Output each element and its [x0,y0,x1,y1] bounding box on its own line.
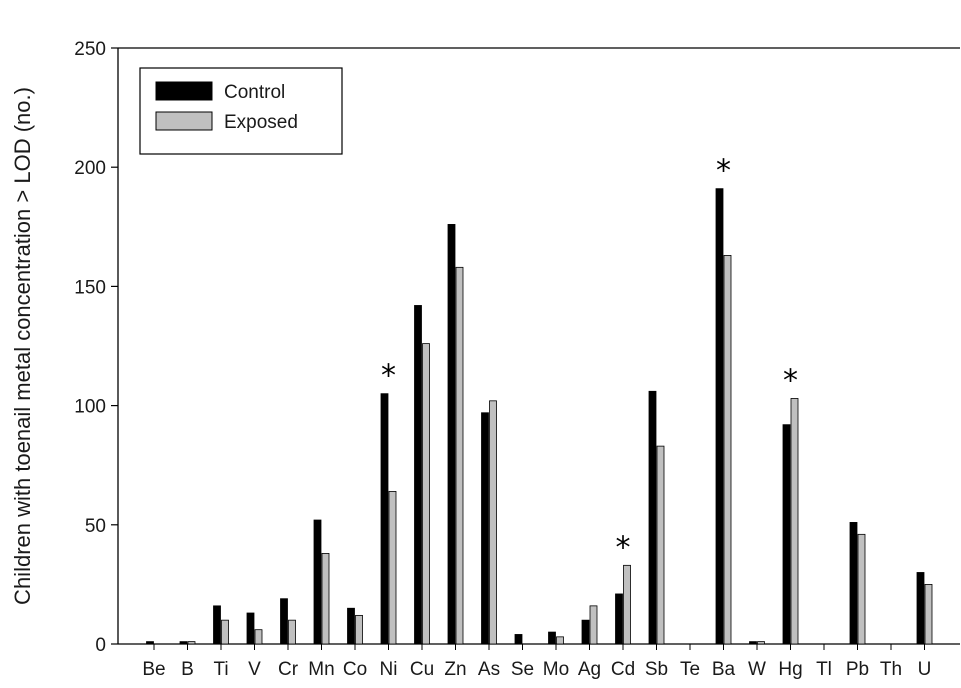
bar-control-ba [715,188,724,645]
bar-control-sb [648,390,657,645]
bar-control-v [246,612,255,645]
x-tick-label-be: Be [142,659,165,680]
bar-exposed-u [924,584,933,645]
bar-control-ag [581,619,590,645]
x-tick-label-w: W [748,659,766,680]
bar-exposed-v [254,629,263,645]
y-tick-label: 200 [74,158,106,179]
bar-control-b [179,641,188,645]
legend-box [139,67,343,155]
bar-exposed-w [757,641,765,645]
legend-label-control: Control [224,82,285,103]
bar-control-zn [447,224,456,645]
x-tick-label-mn: Mn [308,659,334,680]
x-tick-label-cu: Cu [410,659,434,680]
legend: Control Exposed [139,67,343,155]
legend-swatch-control [155,81,213,101]
bar-exposed-co [355,614,363,645]
bar-exposed-ni [388,491,397,645]
significance-marker-hg: * [783,363,798,398]
bar-exposed-cd [623,564,631,645]
y-axis-ticks: 0 50 100 150 200 250 [74,39,118,656]
x-tick-label-as: As [478,659,500,680]
bar-exposed-as [489,400,497,645]
bar-control-cu [414,305,422,645]
x-axis-labels: Be B Ti V Cr Mn Co Ni Cu Zn As Se Mo Ag Cd Sb Te Ba W Hg Tl P… [142,644,931,680]
x-tick-label-sb: Sb [645,659,668,680]
x-tick-label-b: B [181,659,194,680]
x-tick-label-ba: Ba [712,659,736,680]
bar-exposed-hg [790,398,799,645]
x-tick-label-ni: Ni [380,659,398,680]
x-tick-label-ti: Ti [213,659,228,680]
bar-control-cd [615,593,623,645]
x-tick-label-cr: Cr [278,659,299,680]
bar-control-w [749,641,757,645]
bar-control-ni [380,393,389,645]
significance-marker-ba: * [716,154,731,189]
significance-markers: * * * * [381,154,798,566]
y-tick-label: 150 [74,277,106,298]
y-tick-label: 250 [74,39,106,60]
bar-exposed-mn [321,553,330,645]
significance-marker-cd: * [616,530,631,565]
bar-control-se [514,634,523,645]
bar-exposed-zn [455,266,464,645]
bar-control-ti [213,605,221,645]
bar-control-mn [313,519,322,645]
x-tick-label-mo: Mo [543,659,569,680]
bar-control-u [916,572,925,645]
x-tick-label-te: Te [680,659,700,680]
x-tick-label-zn: Zn [444,659,466,680]
x-tick-label-hg: Hg [778,659,802,680]
x-tick-label-v: V [248,659,261,680]
y-tick-label: 100 [74,397,106,418]
x-tick-label-u: U [918,659,932,680]
x-tick-label-se: Se [511,659,534,680]
y-axis-title: Children with toenail metal concentratio… [10,87,35,605]
bar-control-hg [782,424,791,645]
bar-exposed-ag [589,605,598,645]
bar-control-as [481,412,489,645]
bar-control-cr [280,598,288,645]
bar-exposed-b [187,641,196,645]
x-tick-label-tl: Tl [816,659,832,680]
bar-control-be [146,641,154,645]
significance-marker-ni: * [381,359,396,394]
legend-label-exposed: Exposed [224,112,298,133]
bar-exposed-ba [723,255,732,645]
bar-exposed-mo [556,636,564,645]
y-tick-label: 0 [95,635,106,656]
bar-control-pb [849,522,858,645]
bar-exposed-ti [221,619,229,645]
x-tick-label-pb: Pb [846,659,869,680]
y-tick-label: 50 [85,516,106,537]
x-tick-label-cd: Cd [611,659,635,680]
bar-control-co [347,607,355,645]
x-tick-label-co: Co [343,659,367,680]
legend-swatch-exposed [155,111,213,131]
x-tick-label-th: Th [880,659,902,680]
bar-exposed-sb [656,445,665,645]
bar-exposed-pb [857,533,866,645]
bars [146,188,933,645]
x-tick-label-ag: Ag [578,659,601,680]
bar-exposed-cu [422,343,430,645]
bar-control-mo [548,631,556,645]
bar-exposed-cr [288,619,296,645]
